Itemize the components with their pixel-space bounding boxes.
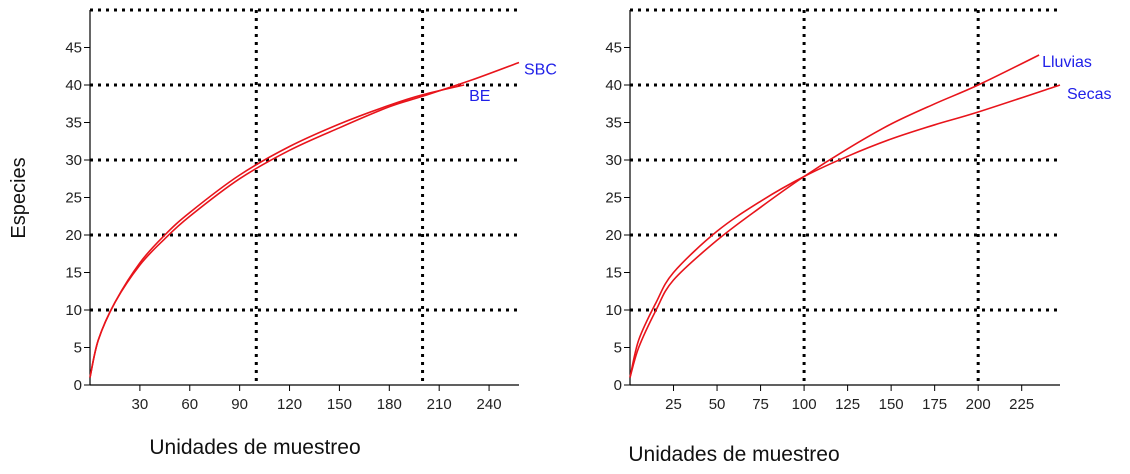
chart-left-xtick-label-120: 120 [277,396,302,413]
chart-left-xtick-label-240: 240 [477,396,502,413]
chart-right-xtick-label-125: 125 [835,396,860,413]
chart-left-ytick-label-15: 15 [65,265,82,282]
chart-left-xtick-label-150: 150 [327,396,352,413]
chart-right-xtick-label-50: 50 [709,396,726,413]
chart-right-xlabel: Unidades de muestreo [628,443,839,466]
chart-right-ytick-label-0: 0 [614,377,622,394]
chart-right-ytick-label-25: 25 [605,190,622,207]
chart-right-ytick-label-15: 15 [605,265,622,282]
chart-right-xtick-label-225: 225 [1009,396,1034,413]
chart-right-xtick-label-175: 175 [922,396,947,413]
chart-right-ytick-label-45: 45 [605,40,622,57]
chart-left-series-be [89,84,465,378]
chart-right-xticks: 25 50 75 100 125 150 175 200 225 [665,385,1034,413]
chart-right-series-label-lluvias: Lluvias [1042,54,1092,71]
chart-left-xtick-label-210: 210 [427,396,452,413]
chart-left-ytick-label-20: 20 [65,227,82,244]
chart-right-ytick-label-35: 35 [605,115,622,132]
chart-right-xtick-label-150: 150 [879,396,904,413]
chart-left-xtick-label-30: 30 [132,396,149,413]
chart-left-ytick-label-45: 45 [65,40,82,57]
chart-right-ytick-label-30: 30 [605,152,622,169]
chart-left-series-label-sbc: SBC [524,62,557,79]
chart-left-xtick-label-60: 60 [181,396,198,413]
chart-left-xtick-label-180: 180 [377,396,402,413]
chart-right-series-secas [629,84,1061,378]
chart-left-ytick-label-40: 40 [65,77,82,94]
chart-left: 0 5 10 15 20 25 30 35 40 45 30 60 90 120 150 180 210 240… [8,8,557,459]
chart-right-xtick-label-75: 75 [752,396,769,413]
chart-right-xtick-label-100: 100 [792,396,817,413]
chart-right-series-label-secas: Secas [1067,86,1111,103]
chart-left-series-label-be: BE [469,88,490,105]
chart-left-ytick-label-5: 5 [74,340,82,357]
chart-left-xlabel: Unidades de muestreo [149,436,360,459]
chart-left-ytick-label-10: 10 [65,302,82,319]
chart-right-ytick-label-40: 40 [605,77,622,94]
chart-left-series: SBC BE [89,61,557,378]
chart-left-xticks: 30 60 90 120 150 180 210 240 [132,385,502,413]
chart-right-grid [630,8,1060,385]
chart-right-series: Lluvias Secas [629,54,1111,378]
chart-left-xtick-label-90: 90 [231,396,248,413]
chart-left-ylabel: Especies [8,157,30,238]
chart-right: 0 5 10 15 20 25 30 35 40 45 25 50 75 100 125 150 175 200… [605,8,1111,466]
chart-left-ytick-label-30: 30 [65,152,82,169]
chart-right-series-lluvias [629,54,1040,378]
chart-left-yticks: 0 5 10 15 20 25 30 35 40 45 [65,40,90,394]
chart-right-axes [629,10,1060,386]
chart-left-ytick-label-35: 35 [65,115,82,132]
chart-right-xtick-label-200: 200 [966,396,991,413]
chart-right-ytick-label-5: 5 [614,340,622,357]
chart-left-ytick-label-25: 25 [65,190,82,207]
chart-left-series-sbc [89,61,520,378]
chart-left-ytick-label-0: 0 [74,377,82,394]
chart-right-yticks: 0 5 10 15 20 25 30 35 40 45 [605,40,630,394]
chart-left-axes [89,10,519,386]
chart-right-ytick-label-20: 20 [605,227,622,244]
chart-left-grid [90,8,519,385]
chart-right-ytick-label-10: 10 [605,302,622,319]
chart-right-xtick-label-25: 25 [665,396,682,413]
